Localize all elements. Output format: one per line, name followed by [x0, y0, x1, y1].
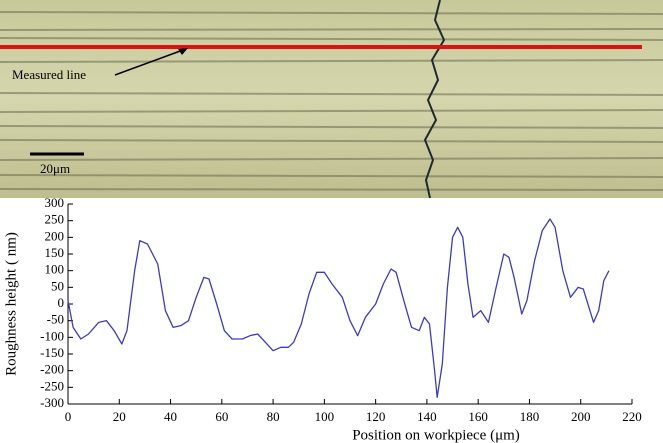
- streaks: [0, 11, 663, 191]
- x-tick-label: 0: [65, 409, 72, 424]
- y-tick-label: 200: [45, 228, 65, 243]
- x-tick-label: 200: [571, 409, 591, 424]
- y-tick-label: 100: [45, 262, 65, 277]
- y-axis-label: Roughness height ( nm): [3, 232, 19, 376]
- y-tick-label: 0: [58, 295, 65, 310]
- y-tick-label: -250: [40, 378, 64, 393]
- y-tick-label: 250: [45, 212, 65, 227]
- arrow-head: [178, 48, 188, 55]
- y-tick-label: 50: [51, 278, 64, 293]
- x-axis-label: Position on workpiece (μm): [352, 427, 520, 443]
- y-tick-label: -50: [47, 312, 64, 327]
- y-tick-label: -150: [40, 345, 64, 360]
- x-tick-label: 20: [113, 409, 126, 424]
- micrograph: Measured line 20μm: [0, 0, 663, 199]
- x-tick-label: 140: [417, 409, 437, 424]
- scale-bar-label: 20μm: [40, 161, 70, 176]
- y-tick-label: 150: [45, 245, 65, 260]
- x-tick-label: 40: [164, 409, 177, 424]
- y-tick-label: 300: [45, 195, 65, 210]
- x-tick-label: 160: [468, 409, 488, 424]
- annotation: Measured line: [12, 67, 86, 82]
- arrow: [114, 49, 184, 76]
- x-tick-label: 80: [267, 409, 280, 424]
- y-tick-label: -100: [40, 328, 64, 343]
- y-tick-label: -200: [40, 362, 64, 377]
- micrograph-bg: [0, 0, 663, 198]
- x-tick-label: 60: [215, 409, 228, 424]
- x-tick-label: 120: [366, 409, 386, 424]
- y-tick-label: -300: [40, 395, 64, 410]
- crack: [423, 0, 446, 199]
- x-tick-label: 220: [622, 409, 642, 424]
- x-tick-label: 180: [520, 409, 540, 424]
- data-line: [67, 218, 610, 398]
- x-tick-label: 100: [315, 409, 335, 424]
